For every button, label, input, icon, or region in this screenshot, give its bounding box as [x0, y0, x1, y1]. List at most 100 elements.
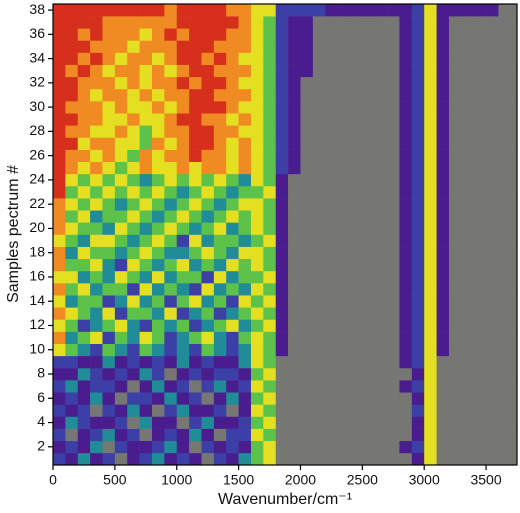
heatmap-cell: [114, 416, 128, 429]
y-tick-label: 32: [29, 74, 45, 90]
heatmap-cell: [288, 125, 301, 138]
heatmap-cell: [164, 137, 178, 150]
heatmap-cell: [114, 4, 128, 17]
heatmap-cell: [374, 270, 388, 284]
heatmap-cell: [510, 440, 518, 454]
heatmap-cell: [139, 380, 153, 393]
heatmap-cell: [349, 198, 363, 211]
heatmap-cell: [337, 234, 351, 247]
heatmap-cell: [102, 392, 116, 405]
heatmap-cell: [349, 16, 363, 29]
heatmap-cell: [424, 355, 437, 369]
heatmap-cell: [473, 283, 487, 296]
heatmap-cell: [139, 16, 153, 29]
heatmap-cell: [102, 452, 116, 466]
heatmap-cell: [411, 185, 425, 199]
heatmap-cell: [139, 185, 153, 199]
heatmap-cell: [436, 246, 450, 260]
heatmap-cell: [201, 137, 215, 150]
heatmap-cell: [374, 283, 388, 296]
heatmap-cell: [448, 137, 462, 150]
heatmap-cell: [77, 88, 91, 102]
heatmap-cell: [102, 137, 116, 150]
heatmap-cell: [498, 258, 512, 272]
heatmap-cell: [238, 234, 252, 247]
heatmap-cell: [139, 173, 153, 187]
heatmap-cell: [300, 283, 314, 296]
heatmap-cell: [226, 161, 239, 175]
heatmap-cell: [288, 343, 301, 357]
heatmap-cell: [151, 319, 165, 332]
heatmap-cell: [374, 222, 388, 235]
heatmap-cell: [374, 404, 388, 417]
heatmap-cell: [486, 440, 499, 454]
heatmap-cell: [263, 307, 277, 320]
heatmap-cell: [275, 380, 289, 393]
heatmap-cell: [77, 331, 91, 344]
heatmap-cell: [387, 198, 400, 211]
heatmap-cell: [102, 76, 116, 90]
heatmap-cell: [151, 392, 165, 405]
heatmap-cell: [436, 380, 450, 393]
heatmap-cell: [238, 428, 252, 442]
heatmap-cell: [399, 40, 413, 53]
heatmap-cell: [436, 295, 450, 308]
heatmap-cell: [275, 452, 289, 466]
heatmap-cell: [424, 173, 437, 187]
heatmap-cell: [325, 4, 338, 17]
heatmap-cell: [176, 392, 190, 405]
heatmap-cell: [312, 258, 326, 272]
heatmap-cell: [226, 210, 239, 223]
heatmap-cell: [275, 440, 289, 454]
heatmap-cell: [337, 416, 351, 429]
heatmap-cell: [498, 452, 512, 466]
heatmap-cell: [164, 173, 178, 187]
x-tick-label: 2500: [347, 472, 378, 488]
heatmap-cell: [325, 295, 338, 308]
heatmap-cell: [250, 295, 264, 308]
heatmap-cell: [226, 88, 239, 102]
heatmap-cell: [226, 173, 239, 187]
heatmap-cell: [65, 319, 79, 332]
heatmap-cell: [349, 367, 363, 381]
heatmap-cell: [498, 355, 512, 369]
heatmap-cell: [362, 198, 376, 211]
heatmap-cell: [461, 367, 474, 381]
heatmap-cell: [300, 113, 314, 126]
heatmap-cell: [387, 246, 400, 260]
heatmap-cell: [250, 246, 264, 260]
heatmap-cell: [399, 343, 413, 357]
heatmap-cell: [201, 234, 215, 247]
heatmap-cell: [127, 185, 140, 199]
heatmap-cell: [300, 307, 314, 320]
heatmap-cell: [275, 125, 289, 138]
heatmap-cell: [189, 270, 202, 284]
heatmap-cell: [300, 367, 314, 381]
heatmap-cell: [127, 404, 140, 417]
heatmap-cell: [325, 404, 338, 417]
heatmap-cell: [486, 198, 499, 211]
heatmap-cell: [498, 283, 512, 296]
heatmap-cell: [337, 258, 351, 272]
heatmap-cell: [102, 258, 116, 272]
heatmap-cell: [387, 404, 400, 417]
heatmap-cell: [90, 28, 103, 41]
heatmap-cell: [448, 319, 462, 332]
heatmap-cell: [387, 355, 400, 369]
heatmap-cell: [189, 258, 202, 272]
heatmap-cell: [151, 4, 165, 17]
heatmap-cell: [436, 367, 450, 381]
heatmap-cell: [374, 258, 388, 272]
heatmap-cell: [486, 319, 499, 332]
heatmap-cell: [250, 40, 264, 53]
heatmap-cell: [90, 452, 103, 466]
heatmap-cell: [139, 331, 153, 344]
heatmap-cell: [510, 283, 518, 296]
heatmap-cell: [213, 258, 227, 272]
heatmap-cell: [300, 246, 314, 260]
heatmap-cell: [312, 234, 326, 247]
heatmap-cell: [213, 307, 227, 320]
heatmap-cell: [176, 40, 190, 53]
heatmap-cell: [102, 270, 116, 284]
heatmap-cell: [238, 440, 252, 454]
